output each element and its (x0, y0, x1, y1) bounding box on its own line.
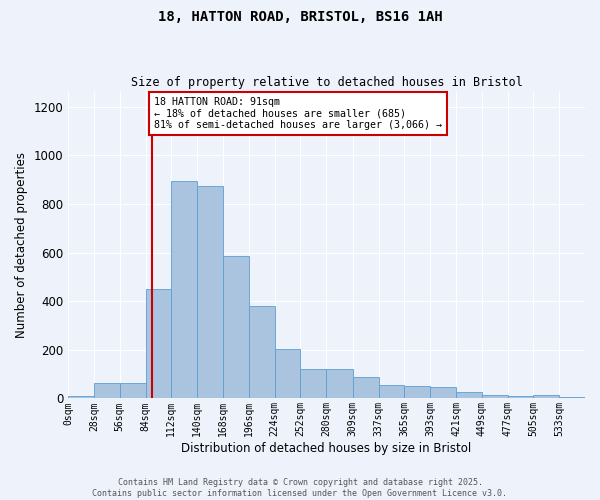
Bar (275, 348, 301, 399)
Bar (172, 181, 197, 398)
Bar (482, 395, 508, 398)
Bar (456, 392, 482, 398)
Title: Size of property relative to detached houses in Bristol: Size of property relative to detached ho… (131, 76, 523, 90)
Bar (68, 396, 94, 398)
Y-axis label: Number of detached properties: Number of detached properties (15, 152, 28, 338)
Bar (404, 386, 430, 398)
Bar (533, 395, 559, 398)
Bar (508, 396, 533, 398)
Bar (249, 306, 275, 398)
Bar (301, 369, 326, 398)
Bar (379, 385, 404, 398)
Bar (120, 382, 146, 398)
Bar (223, 256, 249, 398)
Bar (326, 369, 353, 398)
Bar (559, 397, 585, 398)
Bar (353, 376, 379, 398)
Text: 18 HATTON ROAD: 91sqm
← 18% of detached houses are smaller (685)
81% of semi-det: 18 HATTON ROAD: 91sqm ← 18% of detached … (154, 97, 442, 130)
Text: Contains HM Land Registry data © Crown copyright and database right 2025.
Contai: Contains HM Land Registry data © Crown c… (92, 478, 508, 498)
X-axis label: Distribution of detached houses by size in Bristol: Distribution of detached houses by size … (181, 442, 472, 455)
Bar (94, 382, 120, 398)
Text: 18, HATTON ROAD, BRISTOL, BS16 1AH: 18, HATTON ROAD, BRISTOL, BS16 1AH (158, 10, 442, 24)
Bar (146, 289, 172, 399)
Bar (197, 186, 223, 398)
Bar (430, 388, 456, 398)
